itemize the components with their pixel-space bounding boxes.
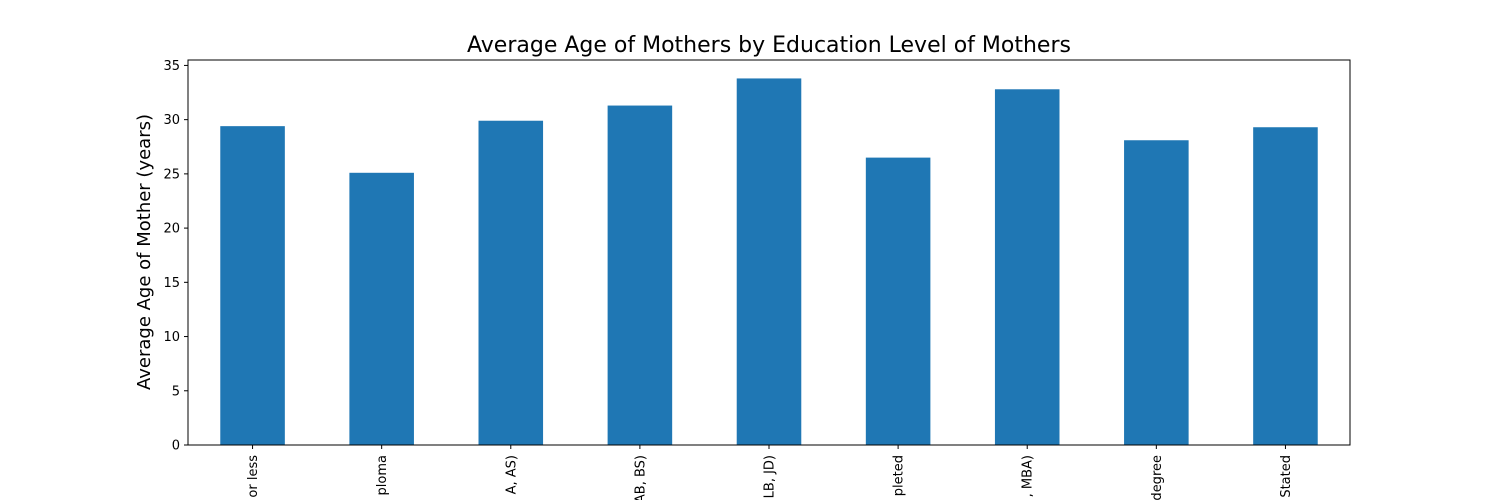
x-tick-label: LB, JD) — [763, 455, 778, 498]
x-tick-label: or less — [246, 455, 261, 498]
y-axis: 0 5 10 15 20 25 30 35 — [163, 59, 188, 454]
y-tick-label: 35 — [163, 59, 180, 74]
x-axis: or less ploma A, AS) AB, BS) LB, JD) pleted , … — [246, 445, 1294, 500]
bar — [478, 120, 544, 445]
bar — [1253, 127, 1318, 446]
bar — [1124, 140, 1189, 445]
bars-layer — [220, 78, 1318, 446]
bar — [865, 157, 931, 446]
bar — [220, 126, 285, 446]
plot-frame — [187, 59, 1351, 446]
x-tick-label: ploma — [375, 455, 390, 495]
x-tick-label: , MBA) — [1021, 455, 1036, 497]
y-tick-label: 25 — [163, 167, 180, 182]
y-tick-label: 30 — [163, 113, 180, 128]
y-tick-label: 5 — [172, 384, 180, 399]
y-tick-label: 0 — [172, 439, 180, 454]
y-axis-label: Average Age of Mother (years) — [134, 114, 155, 390]
x-tick-label: A, AS) — [504, 455, 519, 494]
bar — [349, 172, 414, 446]
x-tick-label: degree — [1150, 455, 1165, 500]
bar — [736, 78, 802, 445]
y-tick-label: 10 — [163, 330, 180, 345]
x-tick-label: Stated — [1279, 455, 1294, 498]
x-tick-label: AB, BS) — [633, 455, 648, 500]
x-tick-label: pleted — [892, 455, 907, 496]
y-tick-label: 20 — [163, 222, 180, 237]
bar — [607, 105, 673, 446]
y-tick-label: 15 — [163, 276, 180, 291]
chart-title: Average Age of Mothers by Education Leve… — [467, 33, 1071, 58]
bar — [994, 89, 1060, 445]
